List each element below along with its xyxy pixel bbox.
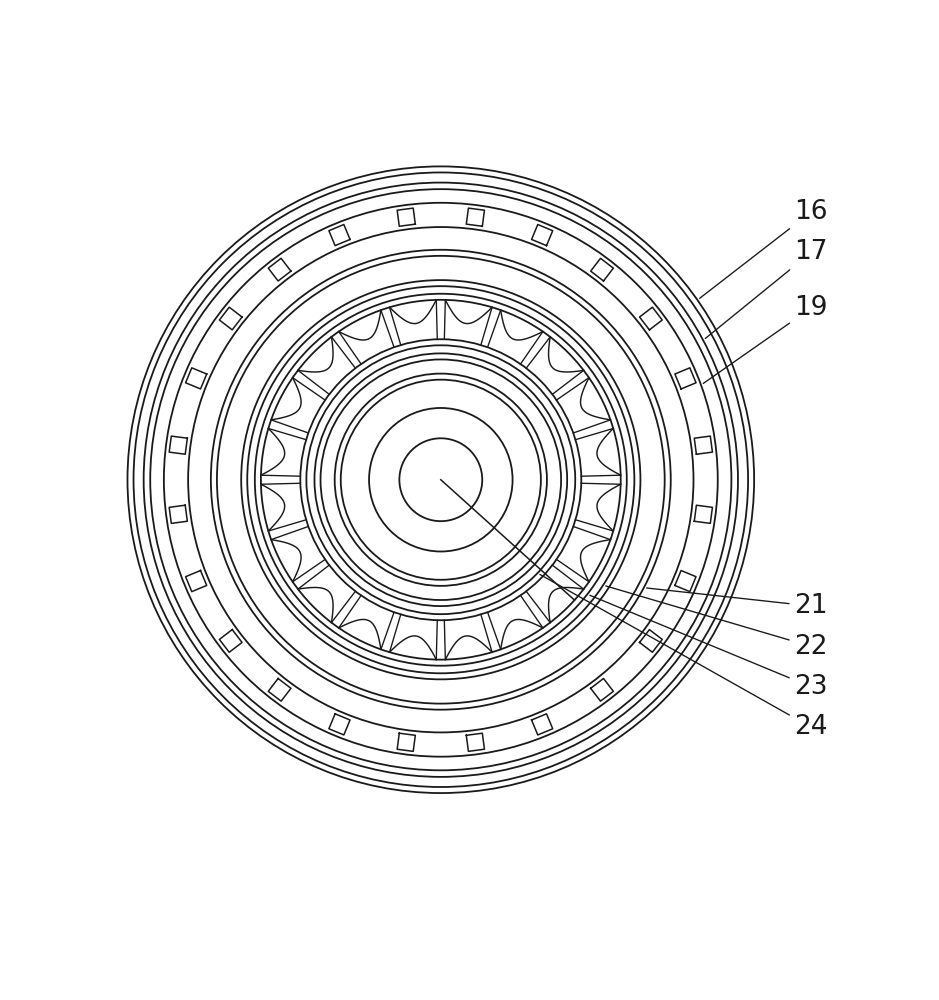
Text: 21: 21 [647, 588, 828, 619]
Text: 16: 16 [700, 199, 828, 298]
Text: 24: 24 [540, 574, 828, 740]
Text: 23: 23 [590, 595, 828, 700]
Text: 22: 22 [606, 586, 828, 660]
Text: 17: 17 [705, 239, 828, 338]
Text: 19: 19 [703, 295, 828, 383]
